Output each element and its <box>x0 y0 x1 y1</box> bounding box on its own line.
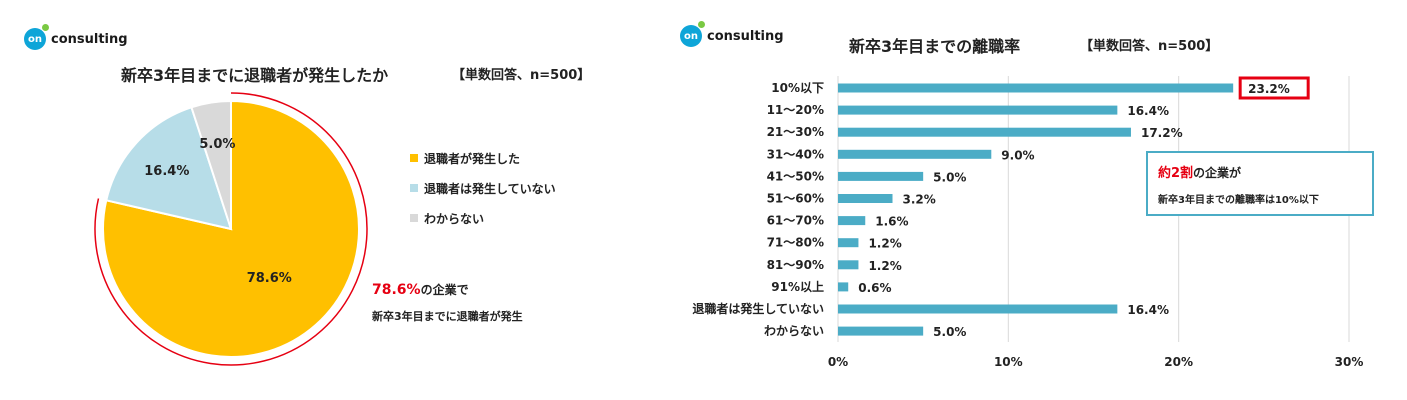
bar-value-label: 5.0% <box>933 325 966 339</box>
bar-value-label: 1.2% <box>868 259 901 273</box>
category-label: わからない <box>764 324 824 338</box>
bar <box>838 238 859 248</box>
bar-value-label: 9.0% <box>1001 148 1034 162</box>
bar-chart-subtitle: 【単数回答、n=500】 <box>1080 39 1219 54</box>
bar <box>838 105 1118 115</box>
pie-callout-highlight: 78.6% <box>372 282 421 298</box>
legend-label: わからない <box>424 211 485 226</box>
bar <box>838 149 992 159</box>
bar <box>838 260 859 270</box>
category-label: 81～90% <box>767 258 824 272</box>
pie-chart-title: 新卒3年目までに退職者が発生したか <box>121 66 389 85</box>
bar-value-label: 16.4% <box>1127 104 1169 118</box>
pie-slice <box>102 99 360 358</box>
bar-chart-title: 新卒3年目までの離職率 <box>849 37 1021 56</box>
bar-value-label: 16.4% <box>1127 303 1169 317</box>
x-tick-label: 0% <box>828 355 848 369</box>
legend-swatch <box>410 184 418 192</box>
bar-value-label: 3.2% <box>903 193 936 207</box>
bar <box>838 194 893 203</box>
bar <box>838 326 924 336</box>
bar-value-label: 23.2% <box>1248 82 1290 96</box>
bar-callout-line1: 約2割の企業が <box>1158 162 1362 181</box>
pie-slice <box>105 106 233 231</box>
pie-slice <box>190 99 232 230</box>
bar <box>838 171 924 181</box>
pie-chart: 78.6% 16.4% 5.0% <box>94 92 368 366</box>
category-label: 21～30% <box>767 125 824 139</box>
category-label: 退職者は発生していない <box>692 301 824 316</box>
legend-label: 退職者は発生していない <box>424 181 556 196</box>
logo-text: consulting <box>51 31 128 47</box>
legend-item-unknown: わからない <box>410 203 556 233</box>
highlight-box <box>1238 76 1310 100</box>
pie-slice-label: 78.6% <box>247 271 292 286</box>
bar-callout-highlight: 約2割 <box>1158 166 1194 181</box>
bar <box>838 83 1234 93</box>
pie-slice-label: 16.4% <box>144 164 189 179</box>
brand-logo: on consulting <box>680 21 784 47</box>
category-label: 61～70% <box>767 214 824 228</box>
category-label: 91%以上 <box>771 279 824 294</box>
x-tick-label: 10% <box>994 355 1023 369</box>
pie-legend: 退職者が発生した 退職者は発生していない わからない <box>410 143 556 233</box>
category-label: 71～80% <box>767 236 824 250</box>
pie-callout-line1: 78.6%の企業で <box>372 281 523 298</box>
x-tick-label: 20% <box>1164 355 1193 369</box>
bar-value-label: 17.2% <box>1141 126 1183 140</box>
bar-value-label: 1.6% <box>875 215 908 229</box>
category-label: 11～20% <box>767 103 824 117</box>
highlight-arc <box>94 92 368 366</box>
pie-slice-label: 5.0% <box>199 137 235 152</box>
x-tick-label: 30% <box>1335 355 1364 369</box>
bar <box>838 216 866 226</box>
legend-item-not-occurred: 退職者は発生していない <box>410 173 556 203</box>
legend-swatch <box>410 154 418 162</box>
category-label: 10%以下 <box>771 81 824 95</box>
bar-chart: 0% 10% 20% 30% 10%以下 23.2% 11～20% 16.4% 21～30% 17… <box>692 76 1364 369</box>
pie-chart-subtitle: 【単数回答、n=500】 <box>452 68 591 83</box>
bar <box>838 127 1131 137</box>
pie-chart-panel: on consulting 新卒3年目までに退職者が発生したか 【単数回答、n=… <box>0 0 640 400</box>
bar-chart-panel: on consulting 新卒3年目までの離職率 【単数回答、n=500】 0… <box>660 0 1407 400</box>
pie-callout-line2: 新卒3年目までに退職者が発生 <box>372 310 523 323</box>
legend-item-occurred: 退職者が発生した <box>410 143 556 173</box>
category-label: 41～50% <box>767 169 824 183</box>
pie-callout-suffix: の企業で <box>420 283 469 297</box>
pie-callout: 78.6%の企業で 新卒3年目までに退職者が発生 <box>372 281 523 324</box>
category-label: 51～60% <box>767 192 824 206</box>
bar-callout-suffix: の企業が <box>1193 166 1242 180</box>
bar-callout-line2: 新卒3年目までの離職率は10%以下 <box>1158 195 1319 206</box>
logo-mark-icon: on <box>680 21 705 47</box>
logo-text: consulting <box>707 28 784 44</box>
legend-swatch <box>410 214 418 222</box>
bar-callout-box: 約2割の企業が 新卒3年目までの離職率は10%以下 <box>1146 151 1374 216</box>
bar-value-label: 5.0% <box>933 170 966 184</box>
brand-logo: on consulting <box>24 24 128 50</box>
bar <box>838 282 849 292</box>
bar <box>838 304 1118 314</box>
logo-mark-icon: on <box>24 24 49 50</box>
legend-label: 退職者が発生した <box>424 151 521 166</box>
bar-value-label: 0.6% <box>858 281 891 295</box>
category-label: 31～40% <box>767 147 824 161</box>
bar-value-label: 1.2% <box>868 237 901 251</box>
